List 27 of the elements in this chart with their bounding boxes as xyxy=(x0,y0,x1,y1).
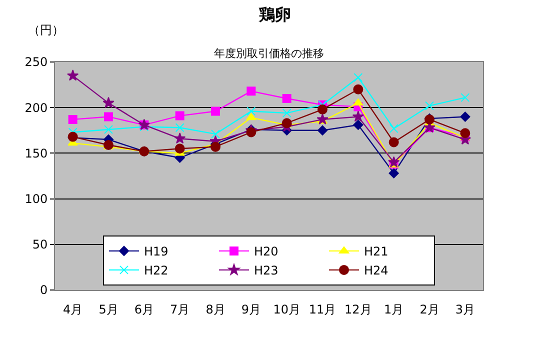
y-tick-label: 250 xyxy=(24,55,48,70)
x-tick-label: 1月 xyxy=(384,302,404,316)
y-axis-title: （円） xyxy=(28,23,64,37)
x-tick-label: 5月 xyxy=(98,302,118,316)
x-tick-label: 12月 xyxy=(344,302,372,316)
x-tick-label: 6月 xyxy=(134,302,154,316)
legend-label: H23 xyxy=(254,264,278,278)
y-tick-label: 0 xyxy=(40,283,48,298)
x-tick-label: 8月 xyxy=(206,302,226,316)
legend-label: H24 xyxy=(364,264,388,278)
chart-title: 鶏卵 xyxy=(258,4,291,24)
legend-label: H22 xyxy=(144,264,168,278)
y-tick-label: 50 xyxy=(32,238,48,252)
y-tick-label: 100 xyxy=(24,192,48,206)
x-tick-label: 11月 xyxy=(308,302,336,316)
x-tick-label: 10月 xyxy=(273,302,300,316)
legend-label: H19 xyxy=(144,244,168,259)
legend-label: H20 xyxy=(254,244,278,259)
legend-label: H21 xyxy=(364,244,388,259)
x-tick-label: 3月 xyxy=(455,302,475,316)
y-tick-label: 200 xyxy=(24,100,48,115)
x-tick-label: 2月 xyxy=(420,302,440,316)
x-tick-label: 9月 xyxy=(241,302,261,316)
x-tick-label: 7月 xyxy=(170,302,190,316)
chart-subtitle: 年度別取引価格の推移 xyxy=(214,47,324,60)
x-tick-label: 4月 xyxy=(63,302,83,316)
y-tick-label: 150 xyxy=(24,146,48,160)
